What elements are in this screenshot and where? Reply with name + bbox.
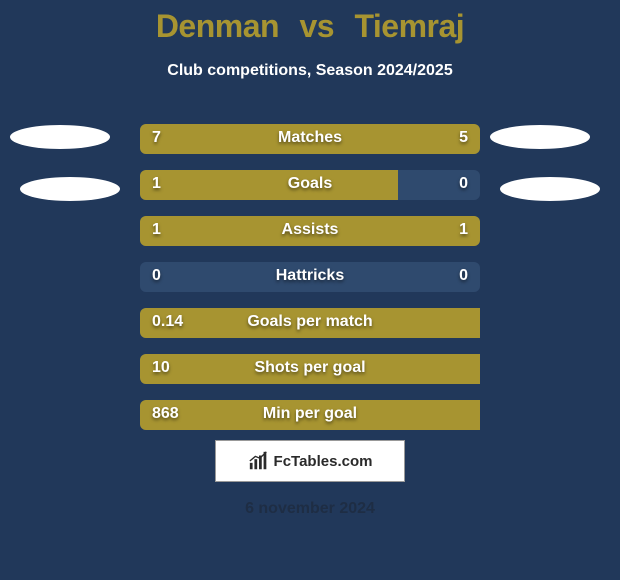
comparison-infographic: Denman vs Tiemraj Club competitions, Sea… — [0, 0, 620, 580]
stat-label: Goals — [140, 175, 480, 193]
stat-row: 10Goals — [140, 170, 480, 200]
stat-row: 10Shots per goal — [140, 354, 480, 384]
stat-label: Min per goal — [140, 405, 480, 423]
player2-name: Tiemraj — [354, 8, 464, 44]
logo-box: FcTables.com — [215, 440, 405, 482]
stat-label: Shots per goal — [140, 359, 480, 377]
stat-row: 868Min per goal — [140, 400, 480, 430]
stat-label: Goals per match — [140, 313, 480, 331]
stat-label: Hattricks — [140, 267, 480, 285]
stat-label: Assists — [140, 221, 480, 239]
stat-label: Matches — [140, 129, 480, 147]
logo-text: FcTables.com — [274, 453, 373, 470]
stat-row: 00Hattricks — [140, 262, 480, 292]
placeholder-ellipse — [10, 125, 110, 149]
chart-icon — [248, 450, 270, 472]
stat-row: 0.14Goals per match — [140, 308, 480, 338]
subtitle: Club competitions, Season 2024/2025 — [0, 62, 620, 80]
placeholder-ellipse — [490, 125, 590, 149]
placeholder-ellipse — [500, 177, 600, 201]
placeholder-ellipse — [20, 177, 120, 201]
main-title: Denman vs Tiemraj — [0, 8, 620, 45]
vs-label: vs — [299, 8, 334, 44]
date-text: 6 november 2024 — [0, 500, 620, 518]
stat-row: 11Assists — [140, 216, 480, 246]
stat-row: 75Matches — [140, 124, 480, 154]
player1-name: Denman — [156, 8, 279, 44]
